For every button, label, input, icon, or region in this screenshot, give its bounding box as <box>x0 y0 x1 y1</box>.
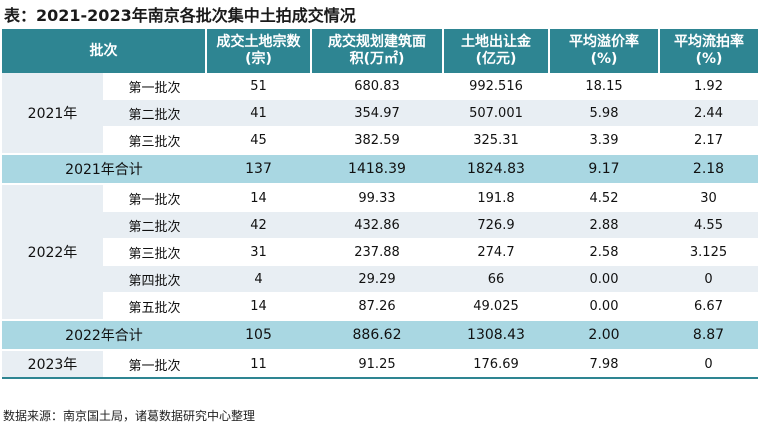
table-row: 2023年 第一批次 11 91.25 176.69 7.98 0 <box>2 350 758 379</box>
batch-cell: 第二批次 <box>103 211 206 239</box>
year-cell: 2021年 <box>2 73 103 155</box>
header-premium: 平均溢价率 (%) <box>549 29 660 73</box>
failed-cell: 30 <box>659 184 758 212</box>
year-cell: 2023年 <box>2 350 103 379</box>
count-cell: 105 <box>206 319 311 351</box>
area-cell: 382.59 <box>311 126 443 155</box>
batch-cell: 第一批次 <box>103 184 206 212</box>
failed-cell: 0 <box>659 265 758 293</box>
count-cell: 31 <box>206 238 311 266</box>
area-cell: 87.26 <box>311 292 443 321</box>
table-row: 2021年 第一批次 51 680.83 992.516 18.15 1.92 <box>2 73 758 155</box>
sales-cell: 1308.43 <box>443 319 549 351</box>
failed-cell: 2.18 <box>659 153 758 185</box>
failed-cell: 4.55 <box>659 211 758 239</box>
sales-cell: 191.8 <box>443 184 549 212</box>
sales-cell: 49.025 <box>443 292 549 321</box>
header-area: 成交规划建筑面 积(万㎡) <box>311 29 444 73</box>
count-cell: 41 <box>206 99 311 127</box>
sales-cell: 726.9 <box>443 211 549 239</box>
area-cell: 886.62 <box>311 319 443 351</box>
count-cell: 11 <box>206 350 311 379</box>
table-row: 第四批次 4 29.29 66 0.00 0 <box>2 265 758 293</box>
area-cell: 91.25 <box>311 350 443 379</box>
premium-cell: 2.00 <box>549 319 659 351</box>
sales-cell: 507.001 <box>443 99 549 127</box>
header-failed: 平均流拍率 (%) <box>659 29 758 73</box>
area-cell: 680.83 <box>311 73 443 100</box>
sales-cell: 66 <box>443 265 549 293</box>
batch-cell: 第三批次 <box>103 126 206 155</box>
premium-cell: 2.88 <box>549 211 659 239</box>
table-row: 第五批次 14 87.26 49.025 0.00 6.67 <box>2 292 758 321</box>
batch-cell: 第一批次 <box>103 350 206 379</box>
area-cell: 29.29 <box>311 265 443 293</box>
subtotal-label: 2022年合计 <box>2 319 206 351</box>
table-row: 第三批次 45 382.59 325.31 3.39 2.17 <box>2 126 758 155</box>
data-source-note: 数据来源：南京国土局，诸葛数据研究中心整理 <box>3 409 256 423</box>
failed-cell: 2.44 <box>659 99 758 127</box>
failed-cell: 3.125 <box>659 238 758 266</box>
header-batch: 批次 <box>2 29 207 73</box>
count-cell: 45 <box>206 126 311 155</box>
premium-cell: 7.98 <box>549 350 659 379</box>
count-cell: 4 <box>206 265 311 293</box>
subtotal-row: 2021年合计 137 1418.39 1824.83 9.17 2.18 <box>2 153 758 185</box>
count-cell: 51 <box>206 73 311 100</box>
count-cell: 14 <box>206 292 311 321</box>
count-cell: 42 <box>206 211 311 239</box>
premium-cell: 2.58 <box>549 238 659 266</box>
failed-cell: 8.87 <box>659 319 758 351</box>
sales-cell: 992.516 <box>443 73 549 100</box>
failed-cell: 1.92 <box>659 73 758 100</box>
area-cell: 237.88 <box>311 238 443 266</box>
batch-cell: 第五批次 <box>103 292 206 321</box>
area-cell: 432.86 <box>311 211 443 239</box>
land-auction-table: 批次 成交土地宗数 (宗) 成交规划建筑面 积(万㎡) 土地出让金 (亿元) 平均溢价… <box>2 29 758 379</box>
table-row: 第三批次 31 237.88 274.7 2.58 3.125 <box>2 238 758 266</box>
header-land-count: 成交土地宗数 (宗) <box>206 29 312 73</box>
sales-cell: 274.7 <box>443 238 549 266</box>
sales-cell: 325.31 <box>443 126 549 155</box>
subtotal-label: 2021年合计 <box>2 153 206 185</box>
table-row: 2022年 第一批次 14 99.33 191.8 4.52 30 <box>2 184 758 321</box>
year-cell: 2022年 <box>2 184 103 321</box>
subtotal-row: 2022年合计 105 886.62 1308.43 2.00 8.87 <box>2 319 758 351</box>
header-sales: 土地出让金 (亿元) <box>443 29 550 73</box>
premium-cell: 18.15 <box>549 73 659 100</box>
sales-cell: 1824.83 <box>443 153 549 185</box>
premium-cell: 3.39 <box>549 126 659 155</box>
failed-cell: 2.17 <box>659 126 758 155</box>
table-row: 第二批次 42 432.86 726.9 2.88 4.55 <box>2 211 758 239</box>
batch-cell: 第三批次 <box>103 238 206 266</box>
premium-cell: 4.52 <box>549 184 659 212</box>
count-cell: 14 <box>206 184 311 212</box>
area-cell: 354.97 <box>311 99 443 127</box>
table-row: 第二批次 41 354.97 507.001 5.98 2.44 <box>2 99 758 127</box>
premium-cell: 0.00 <box>549 265 659 293</box>
area-cell: 1418.39 <box>311 153 443 185</box>
batch-cell: 第四批次 <box>103 265 206 293</box>
batch-cell: 第一批次 <box>103 73 206 100</box>
premium-cell: 9.17 <box>549 153 659 185</box>
failed-cell: 0 <box>659 350 758 379</box>
failed-cell: 6.67 <box>659 292 758 321</box>
count-cell: 137 <box>206 153 311 185</box>
batch-cell: 第二批次 <box>103 99 206 127</box>
table-title: 表：2021-2023年南京各批次集中土拍成交情况 <box>4 6 356 25</box>
header-row: 批次 成交土地宗数 (宗) 成交规划建筑面 积(万㎡) 土地出让金 (亿元) 平均溢价… <box>2 29 758 73</box>
area-cell: 99.33 <box>311 184 443 212</box>
premium-cell: 5.98 <box>549 99 659 127</box>
sales-cell: 176.69 <box>443 350 549 379</box>
premium-cell: 0.00 <box>549 292 659 321</box>
